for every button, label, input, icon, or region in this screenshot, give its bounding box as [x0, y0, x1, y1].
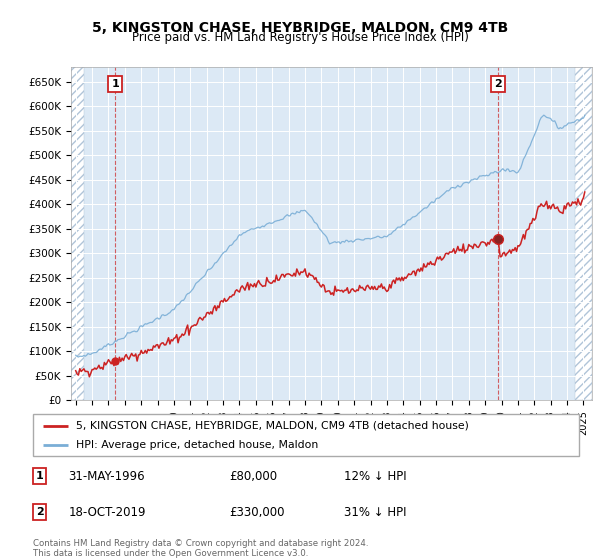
Text: Price paid vs. HM Land Registry's House Price Index (HPI): Price paid vs. HM Land Registry's House …	[131, 31, 469, 44]
Text: HPI: Average price, detached house, Maldon: HPI: Average price, detached house, Mald…	[76, 440, 318, 450]
Text: 2: 2	[494, 80, 502, 90]
Text: 18-OCT-2019: 18-OCT-2019	[68, 506, 146, 519]
Text: £80,000: £80,000	[230, 470, 278, 483]
Text: 12% ↓ HPI: 12% ↓ HPI	[344, 470, 407, 483]
Bar	[71, 67, 84, 400]
Bar	[575, 67, 592, 400]
Text: 5, KINGSTON CHASE, HEYBRIDGE, MALDON, CM9 4TB: 5, KINGSTON CHASE, HEYBRIDGE, MALDON, CM…	[92, 21, 508, 35]
Text: 5, KINGSTON CHASE, HEYBRIDGE, MALDON, CM9 4TB (detached house): 5, KINGSTON CHASE, HEYBRIDGE, MALDON, CM…	[76, 421, 469, 431]
Text: 1: 1	[35, 471, 43, 481]
FancyBboxPatch shape	[33, 414, 579, 456]
Text: 1: 1	[112, 80, 119, 90]
Text: Contains HM Land Registry data © Crown copyright and database right 2024.
This d: Contains HM Land Registry data © Crown c…	[33, 539, 368, 558]
Text: 31-MAY-1996: 31-MAY-1996	[68, 470, 145, 483]
Text: £330,000: £330,000	[230, 506, 285, 519]
Text: 31% ↓ HPI: 31% ↓ HPI	[344, 506, 407, 519]
Text: 2: 2	[35, 507, 43, 517]
